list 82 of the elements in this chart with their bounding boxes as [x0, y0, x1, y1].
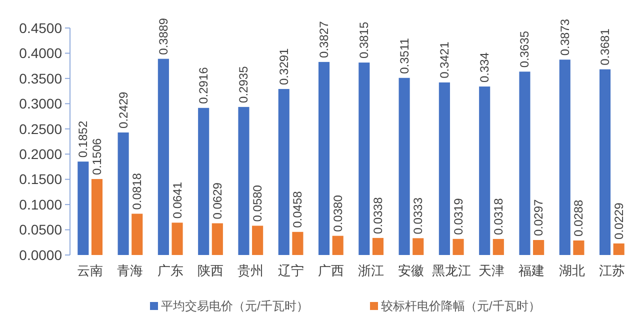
x-tick-label: 湖北: [558, 263, 585, 278]
bar: [613, 243, 624, 255]
x-tick-label: 江苏: [598, 263, 625, 278]
y-tick-label: 0.2500: [19, 120, 62, 137]
bar: [438, 82, 450, 255]
data-label: 0.0458: [290, 190, 305, 228]
x-tick-label: 辽宁: [278, 263, 304, 278]
bar: [158, 58, 169, 255]
bar: [412, 238, 424, 255]
data-label: 0.0380: [330, 194, 345, 232]
x-tick-label: 云南: [77, 263, 104, 278]
data-label: 0.3291: [276, 48, 291, 85]
data-label: 0.0580: [250, 184, 265, 222]
legend-label: 较标杆电价降幅（元/千瓦时）: [381, 299, 540, 313]
x-tick-label: 陕西: [198, 263, 224, 278]
bar: [91, 179, 103, 255]
x-tick-label: 黑龙江: [432, 263, 471, 278]
data-label: 0.0229: [612, 202, 626, 240]
bar: [372, 238, 384, 255]
x-tick-label: 安徽: [398, 263, 424, 278]
bar: [212, 223, 223, 255]
data-label: 0.3511: [397, 38, 412, 74]
data-label: 0.3635: [518, 30, 532, 68]
bar: [599, 69, 611, 255]
data-label: 0.0338: [370, 196, 385, 234]
bar: [238, 106, 250, 255]
y-tick-label: 0.4500: [19, 20, 62, 36]
y-tick-label: 0.0500: [19, 222, 62, 238]
x-tick-label: 浙江: [358, 263, 384, 278]
x-tick-label: 广东: [157, 263, 184, 278]
x-tick-label: 福建: [518, 263, 545, 278]
data-label: 0.1852: [76, 120, 90, 158]
bar: [198, 108, 210, 255]
data-label: 0.3815: [357, 22, 372, 59]
y-tick-label: 0.3000: [19, 96, 62, 112]
data-label: 0.0818: [130, 172, 144, 210]
bar: [479, 86, 490, 255]
bar: [332, 236, 344, 255]
bar: [278, 88, 290, 255]
y-tick-label: 0.2000: [19, 146, 62, 162]
y-tick-label: 0.1000: [19, 196, 62, 212]
bar: [519, 72, 530, 255]
bar: [132, 214, 143, 255]
data-label: 0.3827: [317, 20, 332, 58]
data-label: 0.0319: [451, 198, 466, 235]
bar: [318, 62, 330, 255]
bar: [78, 162, 89, 255]
x-tick-label: 青海: [117, 263, 144, 278]
y-tick-label: 0.0000: [19, 246, 62, 263]
data-label: 0.0318: [491, 198, 506, 235]
x-tick-label: 贵州: [238, 263, 264, 278]
data-label: 0.0333: [411, 197, 426, 234]
data-label: 0.2429: [116, 91, 130, 128]
data-label: 0.2935: [236, 66, 251, 103]
bar: [398, 78, 410, 255]
data-label: 0.1506: [90, 138, 104, 176]
bar: [172, 222, 183, 255]
bar: [559, 60, 570, 255]
data-label: 0.3681: [598, 28, 612, 66]
bar: [292, 232, 304, 255]
data-label: 0.3421: [437, 41, 452, 78]
data-label: 0.0288: [572, 199, 586, 236]
bar: [358, 62, 370, 255]
legend-label: 平均交易电价（元/千瓦时）: [161, 299, 308, 313]
bar: [118, 132, 129, 255]
bar: [573, 240, 584, 255]
x-tick-label: 天津: [478, 263, 504, 278]
data-label: 0.0629: [210, 182, 224, 220]
bar: [533, 240, 544, 255]
y-tick-label: 0.3500: [19, 70, 62, 86]
data-label: 0.2916: [196, 66, 211, 104]
bar: [252, 226, 264, 255]
x-tick-label: 广西: [318, 263, 344, 278]
data-label: 0.3889: [156, 18, 170, 55]
bar: [492, 238, 504, 255]
data-label: 0.0641: [170, 182, 184, 219]
data-label: 0.3873: [558, 18, 572, 56]
data-label: 0.334: [478, 52, 492, 83]
bar: [452, 238, 464, 255]
y-tick-label: 0.1500: [19, 171, 62, 188]
data-label: 0.0297: [532, 198, 546, 236]
y-tick-label: 0.4000: [19, 45, 62, 62]
